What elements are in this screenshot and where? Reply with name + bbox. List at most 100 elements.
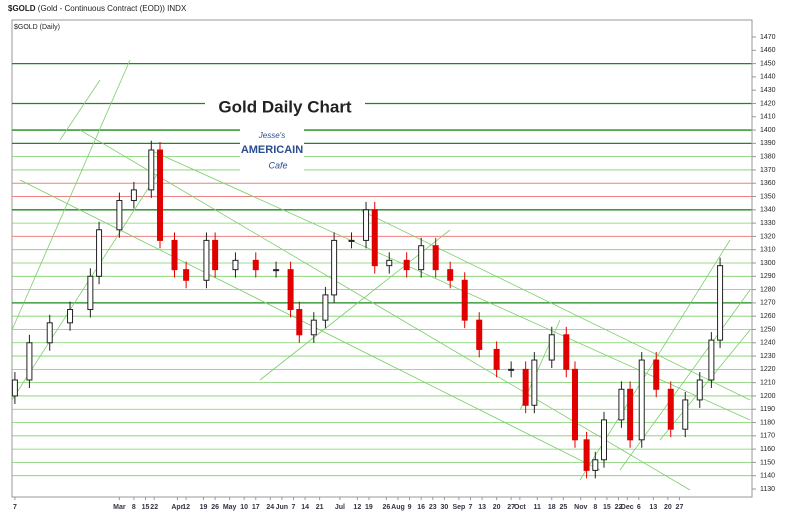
- x-tick-label: 23: [429, 504, 437, 511]
- y-tick-label: 1170: [760, 433, 775, 440]
- candle-body: [618, 388, 625, 421]
- candle-body: [232, 259, 239, 271]
- logo-line: AMERICAIN: [241, 144, 303, 156]
- candle-body: [508, 368, 515, 371]
- candle-body: [418, 245, 425, 271]
- x-tick-label: Jun: [276, 504, 288, 511]
- x-tick-label: 8: [593, 504, 597, 511]
- candle-body: [601, 419, 607, 461]
- candle-body: [563, 334, 570, 370]
- y-tick-label: 1460: [760, 47, 776, 54]
- y-tick-label: 1220: [760, 366, 776, 373]
- y-tick-label: 1190: [760, 406, 775, 413]
- x-tick-label: 26: [211, 504, 219, 511]
- x-tick-label: 27: [676, 504, 684, 511]
- x-tick-label: 12: [182, 504, 190, 511]
- x-tick-label: 16: [417, 504, 425, 511]
- x-tick-label: Dec: [621, 504, 634, 511]
- y-tick-label: 1230: [760, 353, 776, 360]
- candle-body: [371, 209, 378, 267]
- y-tick-label: 1380: [760, 153, 776, 160]
- x-tick-label: 7: [469, 504, 473, 511]
- symbol: $GOLD: [8, 4, 36, 13]
- candle-body: [203, 239, 210, 281]
- trend-line: [359, 209, 751, 401]
- candle-body: [310, 319, 317, 336]
- y-tick-label: 1360: [760, 180, 776, 187]
- x-tick-label: 19: [200, 504, 208, 511]
- candle-body: [447, 269, 454, 281]
- candle-body: [708, 339, 715, 381]
- candle-body: [548, 334, 555, 361]
- candle-body: [522, 368, 529, 406]
- logo-line: Jesse's: [258, 131, 285, 140]
- candle-body: [148, 149, 155, 191]
- y-tick-label: 1180: [760, 419, 775, 426]
- candle-body: [571, 368, 578, 441]
- candle-body: [717, 265, 724, 341]
- candle-body: [11, 379, 18, 397]
- candle-body: [592, 459, 599, 471]
- header: $GOLD (Gold - Continuous Contract (EOD))…: [8, 4, 187, 13]
- logo-line: Cafe: [268, 160, 287, 170]
- candle-body: [667, 388, 674, 430]
- x-tick-label: 22: [150, 504, 158, 511]
- candle-body: [171, 239, 178, 271]
- candle-body: [87, 275, 94, 311]
- trend-line: [11, 169, 161, 401]
- candle-body: [493, 348, 500, 370]
- candle-body: [183, 269, 190, 281]
- y-tick-label: 1240: [760, 340, 776, 347]
- candle-body: [322, 294, 329, 321]
- candle-body: [627, 388, 634, 441]
- y-tick-label: 1160: [760, 446, 775, 453]
- x-tick-label: 30: [440, 504, 448, 511]
- legend: $GOLD (Daily): [14, 24, 60, 31]
- y-tick-label: 1210: [760, 379, 776, 386]
- candle-body: [363, 209, 370, 241]
- candle-body: [403, 259, 410, 271]
- candle-body: [682, 399, 689, 430]
- x-tick-label: Jul: [335, 504, 345, 511]
- y-tick-label: 1200: [760, 393, 776, 400]
- x-tick-label: 7: [292, 504, 296, 511]
- y-tick-label: 1140: [760, 473, 775, 480]
- y-tick-label: 1400: [760, 127, 776, 134]
- candle-body: [296, 309, 303, 336]
- x-tick-label: 13: [478, 504, 486, 511]
- candle-body: [638, 359, 645, 441]
- candle-body: [386, 259, 393, 267]
- x-tick-label: Apr: [171, 504, 183, 511]
- x-tick-label: 14: [301, 504, 309, 511]
- y-tick-label: 1270: [760, 300, 776, 307]
- candle-body: [130, 189, 137, 202]
- candle-body: [461, 279, 468, 321]
- candle-body: [212, 239, 219, 271]
- y-tick-label: 1320: [760, 233, 776, 240]
- y-tick-label: 1130: [760, 486, 775, 493]
- x-tick-label: 17: [252, 504, 260, 511]
- y-tick-label: 1370: [760, 167, 776, 174]
- y-tick-label: 1420: [760, 100, 776, 107]
- x-tick-label: 10: [240, 504, 248, 511]
- x-tick-label: Oct: [514, 504, 526, 511]
- y-tick-label: 1430: [760, 87, 776, 94]
- candle-body: [46, 322, 53, 344]
- x-tick-label: 24: [266, 504, 274, 511]
- candle-body: [273, 269, 280, 272]
- candle-body: [157, 149, 163, 241]
- x-tick-label: 26: [382, 504, 390, 511]
- candle-body: [348, 239, 355, 242]
- trend-line: [79, 129, 691, 491]
- x-tick-label: 22: [615, 504, 623, 511]
- y-tick-label: 1440: [760, 74, 776, 81]
- candle-body: [531, 359, 538, 406]
- x-tick-label: Sep: [452, 504, 465, 511]
- x-tick-label: 13: [649, 504, 657, 511]
- candle-body: [67, 309, 74, 324]
- x-tick-label: 7: [13, 504, 17, 511]
- candle-body: [653, 359, 660, 390]
- candle-body: [696, 379, 703, 401]
- y-tick-label: 1450: [760, 60, 776, 67]
